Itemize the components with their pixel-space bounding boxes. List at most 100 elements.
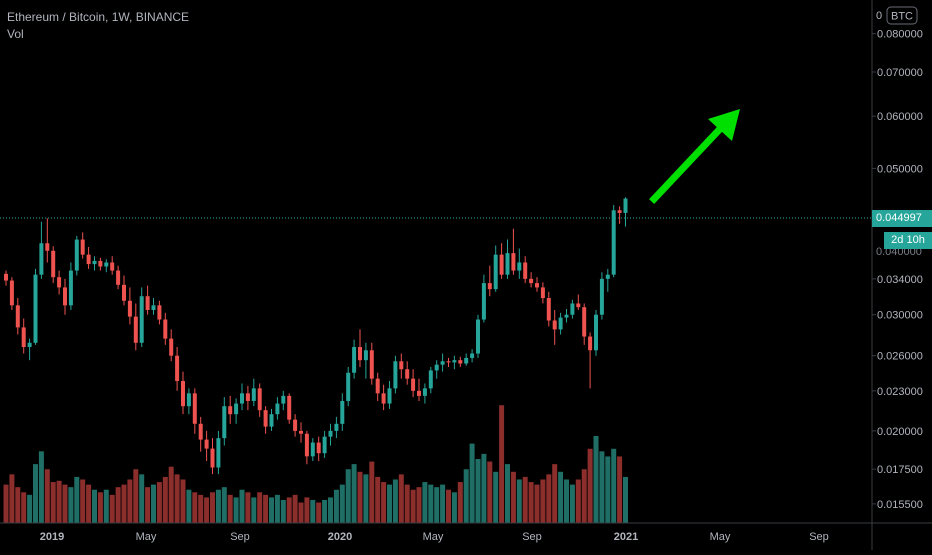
candle xyxy=(552,309,557,345)
x-tick-label: May xyxy=(710,531,731,543)
candle xyxy=(21,318,26,354)
candle xyxy=(63,278,67,315)
volume-bar xyxy=(540,479,546,523)
candle xyxy=(493,245,498,292)
volume-bar xyxy=(339,484,345,523)
x-tick-label: May xyxy=(423,531,444,543)
volume-bar xyxy=(233,497,239,523)
candle xyxy=(363,342,368,379)
candle xyxy=(57,270,62,295)
time-axis: 2019 May Sep 2020 May Sep 2021 May Sep xyxy=(0,522,932,543)
volume-bar xyxy=(80,479,86,523)
currency-badge-border[interactable] xyxy=(886,6,918,25)
candle xyxy=(535,277,539,292)
candle xyxy=(487,265,492,297)
volume-bar xyxy=(440,484,446,523)
candle xyxy=(446,357,451,367)
candle xyxy=(588,332,593,389)
volume-bar xyxy=(227,494,233,523)
volume-bar xyxy=(221,487,227,523)
candle xyxy=(381,384,386,411)
symbol-title[interactable]: Ethereum / Bitcoin, 1W, BINANCE xyxy=(7,10,190,24)
y-tick-label: 0.070000 xyxy=(877,67,923,79)
candle xyxy=(234,398,239,424)
volume-bar xyxy=(369,461,375,523)
volume-bar xyxy=(304,497,310,523)
volume-bar xyxy=(215,489,221,523)
candle xyxy=(352,339,357,379)
volume-bar xyxy=(151,484,156,523)
candle xyxy=(122,275,126,306)
candle xyxy=(358,329,362,367)
volume-bar xyxy=(3,484,9,523)
candle xyxy=(139,287,144,348)
volume-bar xyxy=(522,476,528,523)
volume-bar xyxy=(505,464,510,523)
y-tick-label: 0.026000 xyxy=(877,351,923,363)
candle xyxy=(68,262,73,310)
volume-bar xyxy=(50,482,56,523)
volume-bar xyxy=(156,482,162,523)
candle xyxy=(470,349,475,363)
green-arrow-annotation xyxy=(649,109,740,204)
candle xyxy=(216,430,221,475)
volume-bar xyxy=(286,497,292,523)
candle xyxy=(45,218,50,263)
candle xyxy=(39,221,44,279)
volume-bar xyxy=(363,474,369,523)
candle xyxy=(599,272,604,320)
candle xyxy=(275,397,280,420)
candle xyxy=(240,383,244,411)
candle xyxy=(304,430,309,465)
volume-bar xyxy=(74,476,80,523)
volume-bar xyxy=(44,469,50,523)
y-tick-label: 0.017500 xyxy=(877,464,923,476)
volume-bar xyxy=(198,494,204,523)
candle xyxy=(623,197,628,227)
candle xyxy=(499,243,504,279)
candle xyxy=(611,205,616,278)
candle xyxy=(133,303,138,351)
volume-label[interactable]: Vol xyxy=(7,27,24,41)
x-tick-label: Sep xyxy=(230,531,250,543)
volume-bar xyxy=(21,492,27,523)
candle xyxy=(127,287,132,325)
candle xyxy=(228,395,233,424)
volume-bar xyxy=(499,405,505,523)
candle xyxy=(51,246,56,284)
volume-bar xyxy=(581,469,587,523)
volume-bar xyxy=(180,479,186,523)
candle xyxy=(198,416,203,452)
zero-marker: 0 xyxy=(876,10,882,22)
volume-bar xyxy=(245,492,251,523)
volume-bar xyxy=(15,487,21,523)
volume-bar xyxy=(316,502,322,523)
candle xyxy=(505,239,510,279)
candle xyxy=(98,257,103,271)
candle xyxy=(316,436,321,462)
candle xyxy=(481,274,486,323)
y-tick-labels: 0.080000 0.070000 0.060000 0.050000 0.034000… xyxy=(872,29,923,511)
candle xyxy=(281,390,286,411)
volume-bar xyxy=(593,435,599,523)
candle xyxy=(476,314,480,358)
volume-bar xyxy=(375,476,381,523)
candle xyxy=(422,383,427,404)
volume-bar xyxy=(103,489,109,523)
candle xyxy=(411,369,416,398)
volume-bar xyxy=(416,487,422,523)
candles-layer xyxy=(4,197,628,475)
candle xyxy=(245,385,250,411)
candle xyxy=(251,378,256,407)
volume-bar xyxy=(121,484,127,523)
volume-bar xyxy=(398,474,404,523)
volume-bar xyxy=(269,497,274,523)
candle xyxy=(27,338,32,361)
candle xyxy=(192,388,197,434)
volume-bar xyxy=(56,480,62,523)
candle xyxy=(570,299,575,319)
candle xyxy=(222,397,227,446)
candle xyxy=(86,247,91,269)
volume-bar xyxy=(133,469,139,523)
